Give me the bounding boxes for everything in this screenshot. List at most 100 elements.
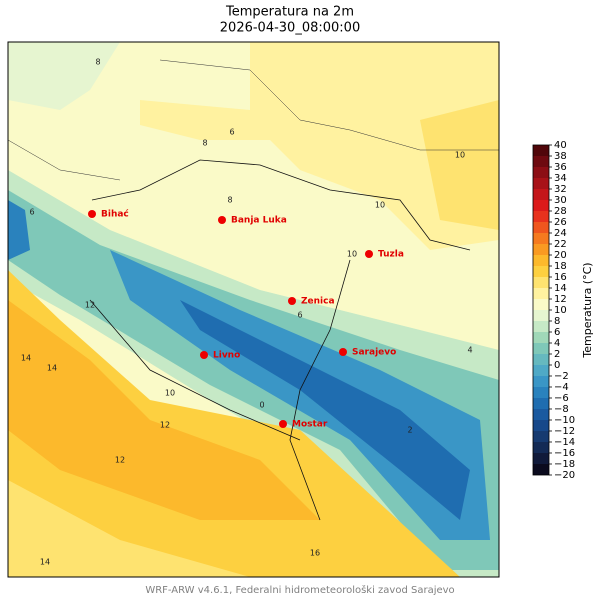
- colorbar-tick-label: 16: [554, 272, 567, 283]
- colorbar-tick-label: 20: [554, 250, 567, 261]
- colorbar-band: [533, 156, 549, 167]
- colorbar-tick-label: 26: [554, 217, 567, 228]
- contour-label: 6: [29, 208, 34, 217]
- city-label: Mostar: [292, 420, 328, 430]
- colorbar-band: [533, 244, 549, 255]
- contour-label: 10: [455, 151, 465, 160]
- colorbar-tick-label: 10: [554, 305, 567, 316]
- contour-label: 10: [347, 250, 357, 259]
- colorbar-tick-label: 2: [554, 349, 560, 360]
- city-label: Banja Luka: [231, 216, 287, 226]
- colorbar-tick-label: −2: [554, 371, 569, 382]
- city-label: Livno: [213, 351, 240, 361]
- colorbar-label: Temperatura (°C): [581, 262, 594, 358]
- contour-label: 6: [229, 128, 234, 137]
- title: Temperatura na 2m: [225, 5, 354, 20]
- colorbar-band: [533, 167, 549, 178]
- colorbar-band: [533, 211, 549, 222]
- colorbar-band: [533, 453, 549, 464]
- colorbar-band: [533, 442, 549, 453]
- colorbar-band: [533, 354, 549, 365]
- colorbar-tick-label: 14: [554, 283, 567, 294]
- colorbar-tick-label: −10: [554, 415, 575, 426]
- contour-label: 0: [259, 401, 264, 410]
- city-marker: [218, 216, 226, 224]
- colorbar-band: [533, 178, 549, 189]
- colorbar-band: [533, 288, 549, 299]
- colorbar-tick-label: 6: [554, 327, 560, 338]
- colorbar-tick-label: 30: [554, 195, 567, 206]
- colorbar-band: [533, 409, 549, 420]
- contour-label: 14: [21, 354, 31, 363]
- colorbar-band: [533, 431, 549, 442]
- city-label: Tuzla: [378, 250, 404, 260]
- colorbar-band: [533, 222, 549, 233]
- city-marker: [288, 297, 296, 305]
- contour-label: 12: [160, 421, 170, 430]
- contour-label: 16: [310, 549, 320, 558]
- colorbar-band: [533, 145, 549, 156]
- contour-label: 12: [115, 456, 125, 465]
- contour-label: 14: [40, 558, 50, 567]
- contour-label: 8: [202, 139, 207, 148]
- colorbar-band: [533, 277, 549, 288]
- colorbar-band: [533, 233, 549, 244]
- colorbar-tick-label: −6: [554, 393, 569, 404]
- colorbar-band: [533, 343, 549, 354]
- colorbar-band: [533, 365, 549, 376]
- city-marker: [200, 351, 208, 359]
- colorbar-band: [533, 266, 549, 277]
- footer: WRF-ARW v4.6.1, Federalni hidrometeorolo…: [145, 584, 454, 596]
- colorbar-tick-label: 28: [554, 206, 567, 217]
- city-marker: [88, 210, 96, 218]
- colorbar-tick-label: 12: [554, 294, 567, 305]
- colorbar-band: [533, 321, 549, 332]
- contour-label: 12: [85, 301, 95, 310]
- city-label: Sarajevo: [352, 348, 396, 358]
- colorbar: −20−18−16−14−12−10−8−6−4−202468101214161…: [532, 140, 575, 481]
- colorbar-band: [533, 387, 549, 398]
- colorbar-tick-label: −20: [554, 470, 575, 481]
- contour-label: 8: [227, 196, 232, 205]
- subtitle: 2026-04-30_08:00:00: [220, 21, 360, 36]
- colorbar-band: [533, 332, 549, 343]
- colorbar-tick-label: 18: [554, 261, 567, 272]
- colorbar-band: [533, 189, 549, 200]
- colorbar-band: [533, 464, 549, 475]
- colorbar-tick-label: 32: [554, 184, 567, 195]
- colorbar-band: [533, 420, 549, 431]
- map: [8, 42, 499, 577]
- contour-label: 14: [47, 364, 57, 373]
- city-marker: [339, 348, 347, 356]
- contour-label: 8: [95, 58, 100, 67]
- colorbar-tick-label: 38: [554, 151, 567, 162]
- colorbar-band: [533, 398, 549, 409]
- colorbar-tick-label: −4: [554, 382, 569, 393]
- colorbar-tick-label: 8: [554, 316, 560, 327]
- colorbar-tick-label: 24: [554, 228, 567, 239]
- colorbar-tick-label: 22: [554, 239, 567, 250]
- colorbar-tick-label: −12: [554, 426, 575, 437]
- city-marker: [279, 420, 287, 428]
- colorbar-tick-label: −18: [554, 459, 575, 470]
- city-marker: [365, 250, 373, 258]
- colorbar-tick-label: −8: [554, 404, 569, 415]
- contour-label: 2: [407, 426, 412, 435]
- contour-label: 10: [375, 201, 385, 210]
- colorbar-band: [533, 255, 549, 266]
- colorbar-tick-label: 40: [554, 140, 567, 151]
- colorbar-band: [533, 200, 549, 211]
- colorbar-tick-label: 34: [554, 173, 567, 184]
- colorbar-band: [533, 310, 549, 321]
- map-frame: [7, 41, 500, 578]
- contour-label: 4: [467, 346, 472, 355]
- colorbar-tick-label: 0: [554, 360, 560, 371]
- colorbar-tick-label: 36: [554, 162, 567, 173]
- colorbar-band: [533, 299, 549, 310]
- contour-label: 6: [297, 311, 302, 320]
- colorbar-tick-label: −14: [554, 437, 575, 448]
- colorbar-tick-label: −16: [554, 448, 575, 459]
- colorbar-tick-label: 4: [554, 338, 560, 349]
- contour-label: 10: [165, 389, 175, 398]
